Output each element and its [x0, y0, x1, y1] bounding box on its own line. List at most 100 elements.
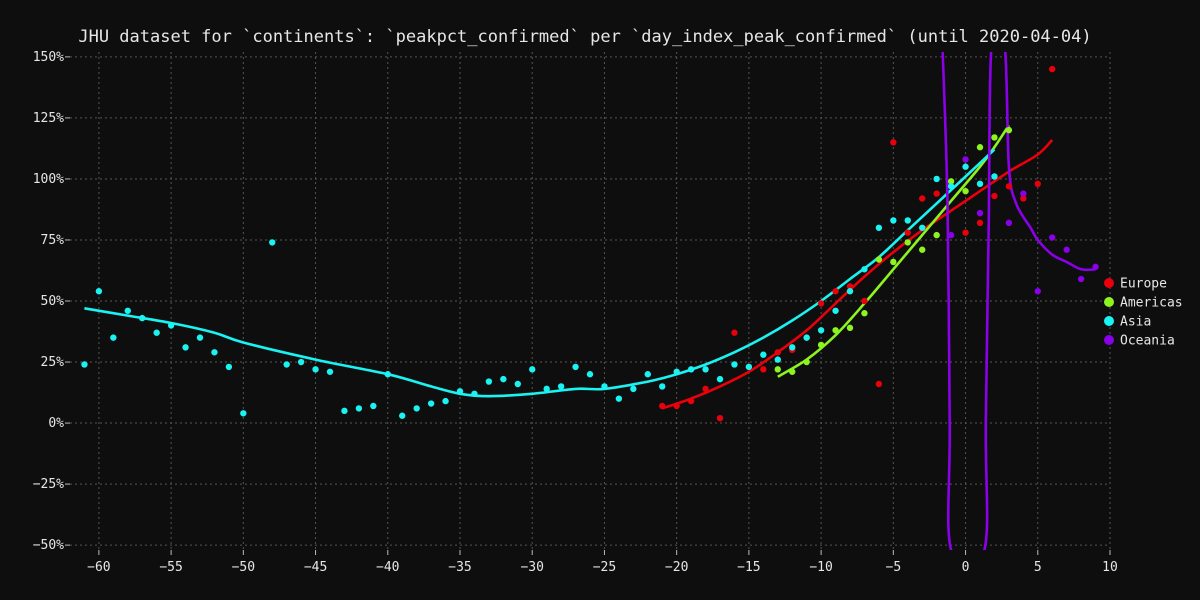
asia-point — [615, 395, 623, 402]
europe-point — [919, 195, 926, 202]
europe-point — [861, 297, 868, 305]
asia-point — [240, 410, 247, 417]
asia-point — [139, 314, 146, 322]
y-tick-label: 25% — [41, 355, 65, 370]
asia-point — [630, 385, 637, 393]
asia-point — [110, 334, 117, 341]
asia-point — [933, 175, 940, 183]
europe-point — [702, 385, 709, 393]
asia-point — [774, 356, 781, 363]
americas-point — [803, 358, 810, 366]
oceania-point — [947, 231, 955, 239]
americas-point — [933, 231, 940, 239]
grid-layer — [70, 52, 1111, 550]
asia-point — [211, 349, 218, 356]
oceania-point — [962, 156, 969, 163]
y-tick-label: −25% — [33, 477, 64, 492]
asia-point — [789, 344, 796, 351]
asia-point — [81, 361, 88, 368]
europe-point — [673, 402, 680, 410]
asia-point — [846, 288, 854, 295]
x-tick-label: −50 — [232, 560, 255, 575]
legend-label-americas: Americas — [1120, 296, 1183, 311]
axis-layer: −60 −55 −50 −45 −40 −35 −30 −25 −20 −15 −10 −5 0 5 10−… — [33, 50, 1118, 575]
asia-point — [384, 371, 391, 378]
europe-point — [846, 283, 854, 290]
x-tick-label: −40 — [376, 560, 399, 575]
asia-point — [297, 358, 305, 366]
asia-point — [890, 217, 897, 224]
legend-marker-europe — [1104, 278, 1114, 288]
americas-point — [904, 239, 911, 246]
x-tick-label: 0 — [962, 560, 970, 575]
americas-point — [789, 368, 796, 375]
x-tick-label: 5 — [1034, 560, 1042, 575]
asia-point — [904, 217, 911, 224]
europe-point — [687, 397, 695, 405]
x-tick-label: −15 — [737, 560, 760, 575]
asia-point — [269, 239, 276, 246]
europe-point — [890, 139, 897, 146]
oceania-point — [1063, 246, 1070, 253]
y-tick-label: 0% — [48, 416, 64, 431]
asia-point — [832, 307, 839, 314]
asia-point — [659, 383, 666, 390]
oceania-point — [1020, 190, 1027, 197]
chart-title: JHU dataset for `continents`: `peakpct_c… — [78, 27, 1091, 47]
asia-point — [456, 388, 464, 395]
europe-point — [731, 329, 738, 336]
fit-layer — [84, 52, 1096, 550]
oceania-point — [1077, 275, 1085, 283]
asia-point — [312, 366, 319, 373]
americas-point — [774, 366, 781, 373]
asia-point — [947, 183, 955, 190]
oceania-point — [1049, 234, 1056, 241]
asia-point — [687, 366, 695, 373]
asia-point — [514, 380, 521, 388]
asia-point — [919, 224, 926, 231]
x-tick-label: −35 — [448, 560, 471, 575]
europe-point — [1020, 195, 1027, 202]
x-tick-label: −60 — [87, 560, 110, 575]
americas-point — [861, 310, 868, 317]
asia-point — [399, 412, 406, 419]
americas-point — [1005, 126, 1013, 134]
asia-point — [485, 378, 493, 385]
asia-point — [413, 405, 420, 412]
asia-point — [760, 351, 767, 358]
asia-point — [817, 327, 825, 334]
asia-point — [644, 371, 651, 378]
asia-point — [803, 334, 810, 341]
oceania-point — [1005, 219, 1013, 227]
x-tick-label: −45 — [304, 560, 327, 575]
europe-fit-line — [661, 138, 1054, 410]
asia-point — [442, 397, 449, 405]
americas-point — [976, 144, 984, 151]
asia-point — [586, 371, 594, 378]
americas-point — [890, 258, 897, 266]
asia-point — [731, 361, 738, 368]
oceania-point — [976, 209, 984, 217]
asia-point — [557, 383, 565, 390]
asia-point — [427, 400, 435, 407]
asia-point — [167, 322, 175, 329]
asia-point — [601, 383, 608, 390]
y-tick-label: 50% — [41, 294, 65, 309]
asia-point — [572, 363, 579, 371]
asia-point — [745, 363, 753, 371]
asia-point — [991, 173, 998, 180]
europe-point — [659, 402, 666, 410]
americas-point — [875, 256, 883, 263]
asia-point — [283, 361, 290, 368]
legend-marker-americas — [1104, 297, 1114, 307]
asia-point — [225, 363, 233, 371]
asia-point — [875, 224, 883, 231]
europe-point — [991, 192, 998, 200]
europe-point — [1034, 180, 1041, 188]
asia-point — [153, 329, 160, 336]
asia-point — [962, 163, 969, 170]
x-tick-label: −55 — [159, 560, 182, 575]
legend-marker-oceania — [1104, 335, 1114, 345]
asia-point — [716, 375, 724, 383]
